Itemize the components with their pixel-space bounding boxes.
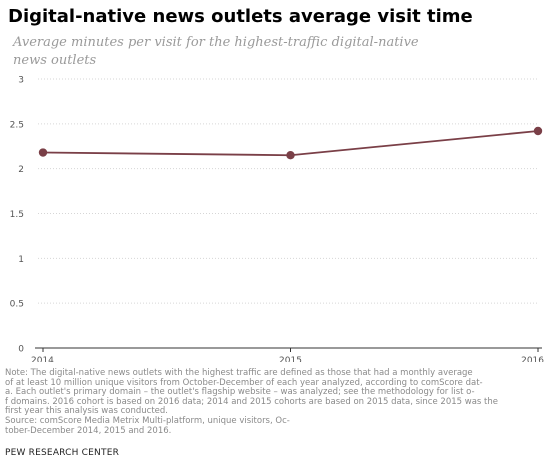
line-chart: 0 0.5 1 1.5 2 2.5 3 2014 2015 2016	[10, 76, 545, 363]
data-point	[286, 151, 295, 160]
x-tick-label: 2015	[279, 356, 302, 362]
y-tick-label: 1.5	[10, 210, 24, 220]
chart-note: Note: The digital-native news outlets wi…	[5, 368, 498, 436]
y-tick-label: 1	[18, 255, 24, 265]
y-tick-label: 2	[18, 165, 24, 175]
source-credit: PEW RESEARCH CENTER	[5, 448, 120, 458]
y-tick-label: 3	[18, 76, 24, 86]
data-point	[38, 148, 48, 157]
data-point	[533, 126, 543, 136]
x-tick-label: 2016	[521, 356, 544, 362]
data-points	[38, 126, 543, 160]
grid-lines	[38, 78, 538, 304]
x-tick-label: 2014	[31, 356, 54, 362]
x-axis-ticks: 2014 2015 2016	[31, 348, 544, 362]
y-tick-label: 2.5	[10, 120, 24, 130]
chart-title: Digital-native news outlets average visi…	[8, 6, 473, 27]
y-axis-ticks: 0 0.5 1 1.5 2 2.5 3	[10, 76, 25, 355]
chart-subtitle: Average minutes per visit for the highes…	[13, 35, 419, 68]
y-tick-label: 0	[18, 345, 24, 355]
y-tick-label: 0.5	[10, 300, 24, 310]
